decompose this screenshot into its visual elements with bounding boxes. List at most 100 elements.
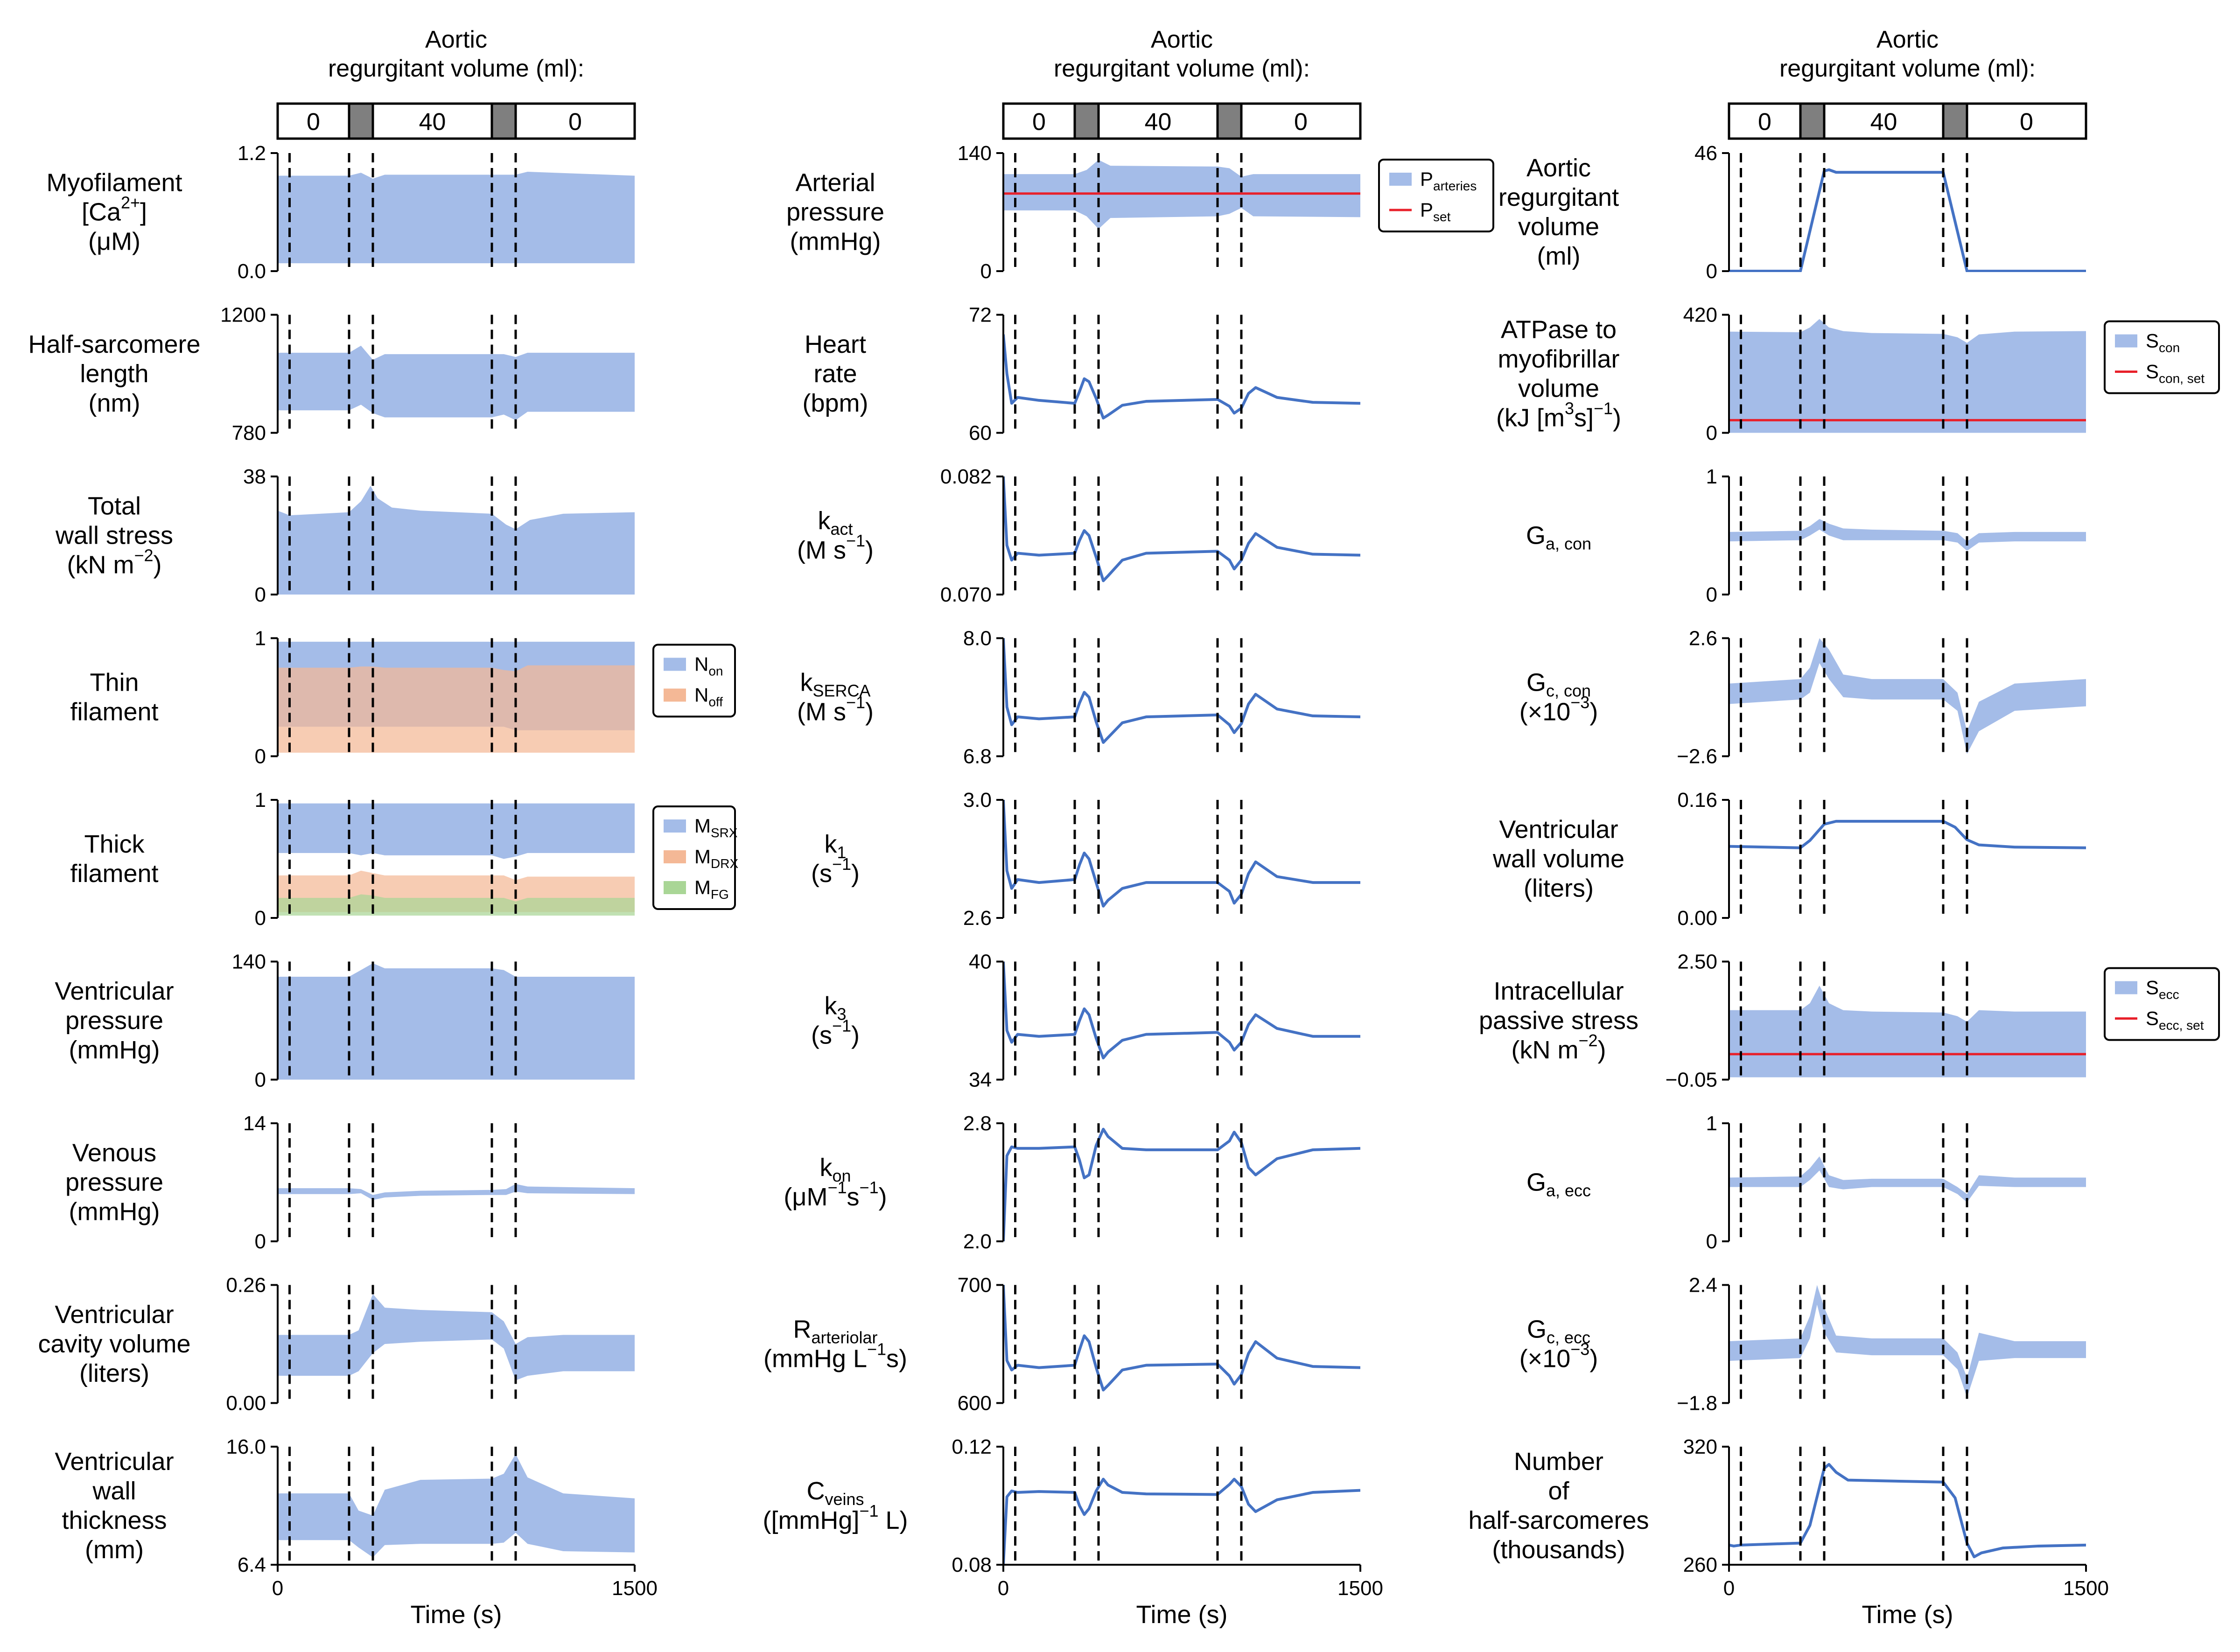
legend-label: Parteries xyxy=(1420,168,1477,193)
plot-area xyxy=(1729,1463,2086,1559)
plot-area xyxy=(1729,1285,2086,1398)
y-tick-label: 0.082 xyxy=(940,465,992,488)
y-tick-label: 0 xyxy=(255,1230,266,1253)
series-line-main xyxy=(1729,1463,2086,1559)
header-title-line1: Aortic xyxy=(425,26,487,53)
y-axis-label-line: wall stress xyxy=(55,522,173,550)
y-axis-label-line: Ga, ecc xyxy=(1526,1169,1591,1200)
x-tick-label: 0 xyxy=(1723,1577,1735,1600)
phase-segment-label: 0 xyxy=(1032,109,1046,136)
legend-swatch xyxy=(664,819,686,833)
plot-area xyxy=(278,345,635,420)
y-tick-label: 6.8 xyxy=(963,745,992,768)
panel-1-5: 40 34 k3(s−1) xyxy=(811,951,1360,1092)
y-axis-label-line: k1 xyxy=(824,830,846,862)
phase-segment-label: 0 xyxy=(1294,109,1308,136)
y-tick-label: −1.8 xyxy=(1677,1392,1717,1415)
phase-segment xyxy=(1728,102,1802,140)
series-band-main xyxy=(1729,1285,2086,1398)
y-axis-label-line: Ventricular xyxy=(55,1448,174,1476)
y-tick-label: 140 xyxy=(958,142,992,165)
y-tick-label: 3.0 xyxy=(963,789,992,812)
series-line-main xyxy=(1003,476,1360,582)
x-tick-label: 1500 xyxy=(2063,1577,2109,1600)
y-tick-label: 14 xyxy=(243,1112,266,1135)
y-axis-label-line: Total xyxy=(88,492,141,520)
series-band-M_SRX xyxy=(278,803,635,859)
y-axis-label-line: (mmHg L−1s) xyxy=(763,1340,907,1373)
plot-area xyxy=(1003,638,1360,744)
series-band-S_ecc xyxy=(1729,986,2086,1078)
panel-2-2: 1 0 Ga, con xyxy=(1526,465,2086,606)
y-tick-label: 0 xyxy=(980,260,992,283)
phase-segment xyxy=(490,102,517,140)
y-axis-label-line: Thin xyxy=(90,669,139,697)
y-tick-label: 1 xyxy=(1706,1112,1717,1135)
y-axis-label-line: (kN m−2) xyxy=(1512,1031,1606,1064)
series-band-main xyxy=(278,1454,635,1558)
y-axis-label-line: (thousands) xyxy=(1492,1536,1625,1564)
y-axis-label-line: (s−1) xyxy=(811,854,860,888)
y-tick-label: 1200 xyxy=(220,304,266,327)
y-tick-label: 0.00 xyxy=(226,1392,266,1415)
y-tick-label: 1 xyxy=(1706,465,1717,488)
y-axis-label-line: (nm) xyxy=(89,389,140,417)
panel-2-6: 1 0 Ga, ecc xyxy=(1526,1112,2086,1253)
legend-label: Noff xyxy=(694,684,723,709)
series-band-S_con xyxy=(1729,319,2086,433)
y-axis-label-line: pressure xyxy=(786,198,884,226)
series-band-main xyxy=(1729,1156,2086,1203)
y-tick-label: −0.05 xyxy=(1666,1069,1717,1092)
plot-area xyxy=(278,172,635,264)
y-tick-label: 1 xyxy=(255,789,266,812)
legend-swatch xyxy=(664,881,686,894)
y-tick-label: 700 xyxy=(958,1274,992,1297)
y-tick-label: 0.0 xyxy=(238,260,266,283)
phase-segment xyxy=(514,102,636,140)
phase-segment xyxy=(1240,102,1362,140)
y-tick-label: 40 xyxy=(969,951,992,973)
series-line-main xyxy=(1003,1477,1360,1565)
x-tick-label: 0 xyxy=(998,1577,1009,1600)
y-tick-label: 0 xyxy=(255,907,266,930)
series-line-main xyxy=(1729,819,2086,849)
x-tick-label: 1500 xyxy=(612,1577,658,1600)
y-axis-label-line: filament xyxy=(70,860,158,888)
y-axis-label-line: passive stress xyxy=(1479,1007,1638,1035)
plot-area xyxy=(1003,961,1360,1060)
plot-area xyxy=(278,1294,635,1380)
y-axis-label-line: Gc, ecc xyxy=(1527,1316,1590,1347)
y-tick-label: 6.4 xyxy=(238,1554,266,1576)
legend-label: Scon xyxy=(2146,330,2180,355)
series-line-main xyxy=(1003,961,1360,1060)
y-tick-label: 0 xyxy=(1706,1230,1717,1253)
y-tick-label: 0 xyxy=(1706,260,1717,283)
y-axis-label-line: Aortic xyxy=(1526,154,1591,182)
y-axis-label-line: kon xyxy=(819,1154,851,1185)
legend: Non Noff xyxy=(652,644,736,718)
x-axis-label: Time (s) xyxy=(1136,1601,1228,1629)
y-tick-label: 2.6 xyxy=(963,907,992,930)
panel-1-6: 2.8 2.0 kon(μM−1s−1) xyxy=(784,1112,1360,1253)
y-axis-label-line: rate xyxy=(813,360,857,388)
y-tick-label: 0 xyxy=(1706,583,1717,606)
series-band-main xyxy=(278,963,635,1080)
legend-label: Scon, set xyxy=(2146,361,2205,386)
plot-area xyxy=(278,485,635,595)
panel-0-8: 16.0 6.4 0 1500 Time (s) Ventricularwallthick… xyxy=(55,1435,658,1629)
series-band-main xyxy=(278,485,635,595)
plot-area xyxy=(278,1454,635,1558)
series-line-main xyxy=(1003,1285,1360,1392)
y-axis-label-line: volume xyxy=(1518,213,1599,241)
y-axis-label-line: (×10−3) xyxy=(1519,693,1598,726)
y-axis-label-line: Rarteriolar xyxy=(793,1316,877,1347)
